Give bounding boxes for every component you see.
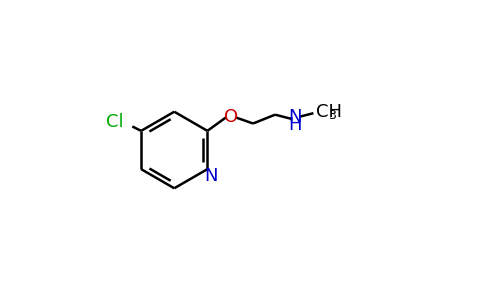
- Text: N: N: [204, 167, 218, 184]
- Text: CH: CH: [316, 103, 342, 121]
- Text: 3: 3: [328, 109, 336, 122]
- Text: O: O: [224, 108, 238, 126]
- Text: N: N: [288, 108, 302, 126]
- Text: Cl: Cl: [106, 113, 123, 131]
- Text: H: H: [288, 116, 302, 134]
